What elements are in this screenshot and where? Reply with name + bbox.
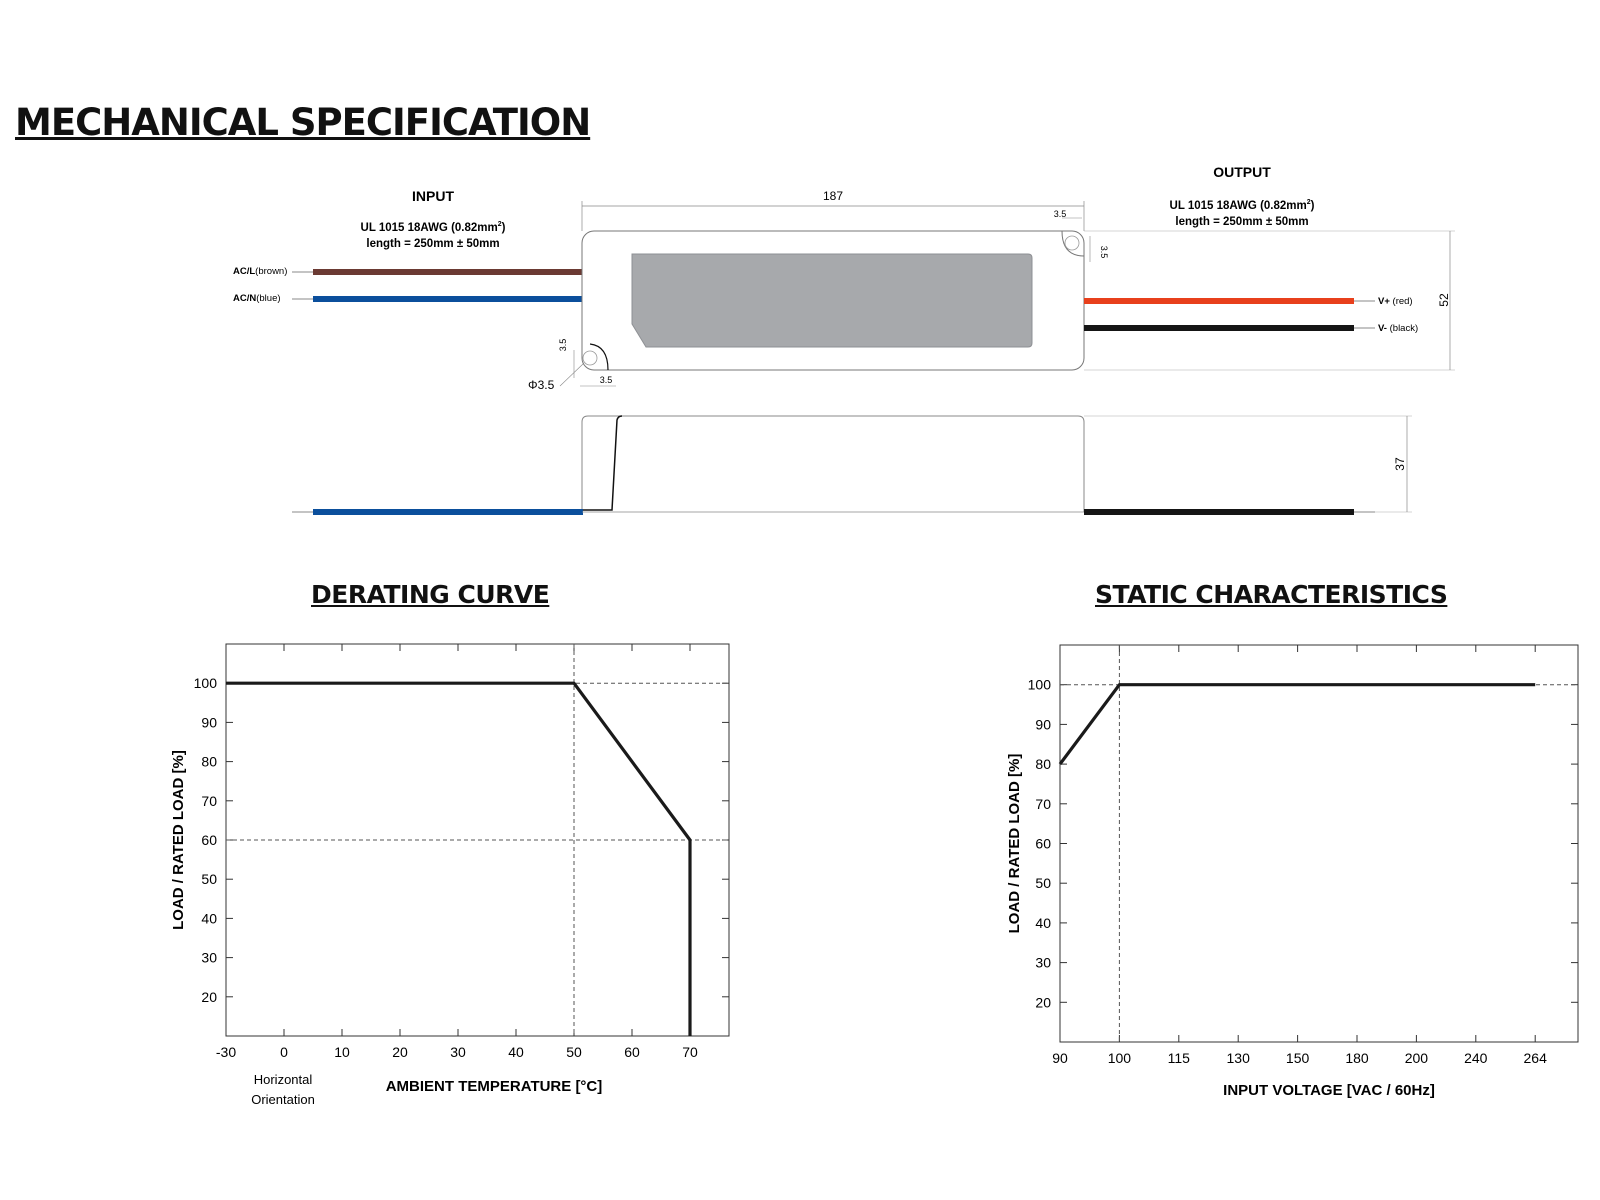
ac-l-wire — [313, 269, 583, 275]
series-line-0 — [226, 681, 692, 1036]
x-axis-note: Horizontal — [254, 1072, 313, 1087]
mechanical-drawing: INPUT UL 1015 18AWG (0.82mm2) length = 2… — [233, 164, 1455, 515]
x-tick-label: 90 — [1052, 1050, 1068, 1066]
side-input-wire — [313, 509, 583, 515]
dim-hole-diameter: Φ3.5 — [528, 378, 555, 392]
dim-length: 187 — [823, 189, 843, 203]
derating-curve-title: DERATING CURVE — [311, 580, 550, 609]
derating-curve-chart: 20 30 40 50 60 70 80 90 100 -30 0 10 20 30 40 50 60 70 AMB… — [170, 643, 730, 1107]
y-axis-label: LOAD / RATED LOAD [%] — [170, 750, 187, 930]
y-tick-label: 20 — [1035, 994, 1051, 1010]
x-tick-label: 115 — [1168, 1050, 1191, 1066]
x-tick-label: 50 — [566, 1044, 582, 1060]
dim-hole-d: 3.5 — [600, 375, 613, 385]
y-tick-label: 30 — [201, 950, 217, 966]
static-characteristics-chart: 20 30 40 50 60 70 80 90 100 90 100 115 130 150 180 200 2… — [1006, 644, 1579, 1099]
y-tick-label: 80 — [1035, 756, 1051, 772]
v-minus-label: V- (black) — [1378, 323, 1418, 334]
y-tick-label: 70 — [201, 793, 217, 809]
x-tick-label: 70 — [682, 1044, 698, 1060]
y-tick-label: 100 — [1028, 677, 1052, 693]
mount-ear-bottom-left — [589, 343, 609, 371]
x-axis-label: AMBIENT TEMPERATURE [°C] — [386, 1078, 603, 1095]
x-tick-label: 30 — [450, 1044, 466, 1060]
x-tick-label: 200 — [1405, 1050, 1429, 1066]
y-tick-label: 90 — [201, 714, 217, 730]
dim-width: 52 — [1437, 293, 1451, 307]
x-axis-note: Orientation — [251, 1092, 315, 1107]
y-axis-label: LOAD / RATED LOAD [%] — [1006, 754, 1023, 934]
input-length: length = 250mm ± 50mm — [366, 238, 499, 250]
x-tick-label: 180 — [1345, 1050, 1369, 1066]
label-plate — [631, 253, 1033, 348]
y-tick-label: 40 — [1035, 915, 1051, 931]
dim-hole-b: 3.5 — [1099, 246, 1109, 259]
x-tick-label: 240 — [1464, 1050, 1488, 1066]
housing-side-view — [581, 415, 1085, 512]
x-axis-label: INPUT VOLTAGE [VAC / 60Hz] — [1223, 1082, 1435, 1099]
y-tick-label: 100 — [194, 675, 218, 691]
series-line-0 — [1058, 683, 1536, 766]
dim-hole-c: 3.5 — [558, 339, 568, 352]
side-output-wire — [1084, 509, 1354, 515]
y-tick-label: 50 — [1035, 875, 1051, 891]
y-tick-label: 50 — [201, 871, 217, 887]
v-plus-label: V+ (red) — [1378, 296, 1413, 307]
side-view-edge — [582, 415, 623, 511]
v-minus-wire — [1084, 325, 1354, 331]
ac-n-label: AC/N(blue) — [233, 293, 281, 304]
y-tick-label: 70 — [1035, 796, 1051, 812]
y-tick-label: 40 — [201, 910, 217, 926]
mount-hole-top — [1064, 235, 1080, 251]
ac-n-wire — [313, 296, 583, 302]
y-tick-label: 80 — [201, 754, 217, 770]
x-tick-label: -30 — [216, 1044, 236, 1060]
page-title: MECHANICAL SPECIFICATION — [15, 101, 591, 144]
y-tick-label: 60 — [201, 832, 217, 848]
y-tick-label: 60 — [1035, 836, 1051, 852]
y-tick-label: 30 — [1035, 955, 1051, 971]
x-tick-label: 264 — [1524, 1050, 1548, 1066]
mount-hole-bottom — [582, 350, 598, 366]
x-tick-label: 20 — [392, 1044, 408, 1060]
plot-frame — [1059, 644, 1579, 1043]
x-tick-label: 100 — [1108, 1050, 1132, 1066]
x-tick-label: 40 — [508, 1044, 524, 1060]
v-plus-wire — [1084, 298, 1354, 304]
static-characteristics-title: STATIC CHARACTERISTICS — [1095, 580, 1448, 609]
x-tick-label: 10 — [334, 1044, 350, 1060]
output-length: length = 250mm ± 50mm — [1175, 216, 1308, 228]
x-tick-label: 130 — [1227, 1050, 1251, 1066]
output-heading: OUTPUT — [1213, 164, 1271, 180]
x-tick-label: 0 — [280, 1044, 288, 1060]
y-tick-label: 90 — [1035, 716, 1051, 732]
x-tick-label: 60 — [624, 1044, 640, 1060]
ac-l-label: AC/L(brown) — [233, 266, 287, 277]
output-wire-spec: UL 1015 18AWG (0.82mm2) — [1170, 199, 1315, 212]
x-tick-label: 150 — [1286, 1050, 1310, 1066]
dim-hole-a: 3.5 — [1054, 209, 1067, 219]
dim-height: 37 — [1393, 457, 1407, 471]
mount-ear-top-right — [1061, 230, 1085, 257]
input-heading: INPUT — [412, 188, 454, 204]
input-wire-spec: UL 1015 18AWG (0.82mm2) — [361, 221, 506, 234]
y-tick-label: 20 — [201, 989, 217, 1005]
